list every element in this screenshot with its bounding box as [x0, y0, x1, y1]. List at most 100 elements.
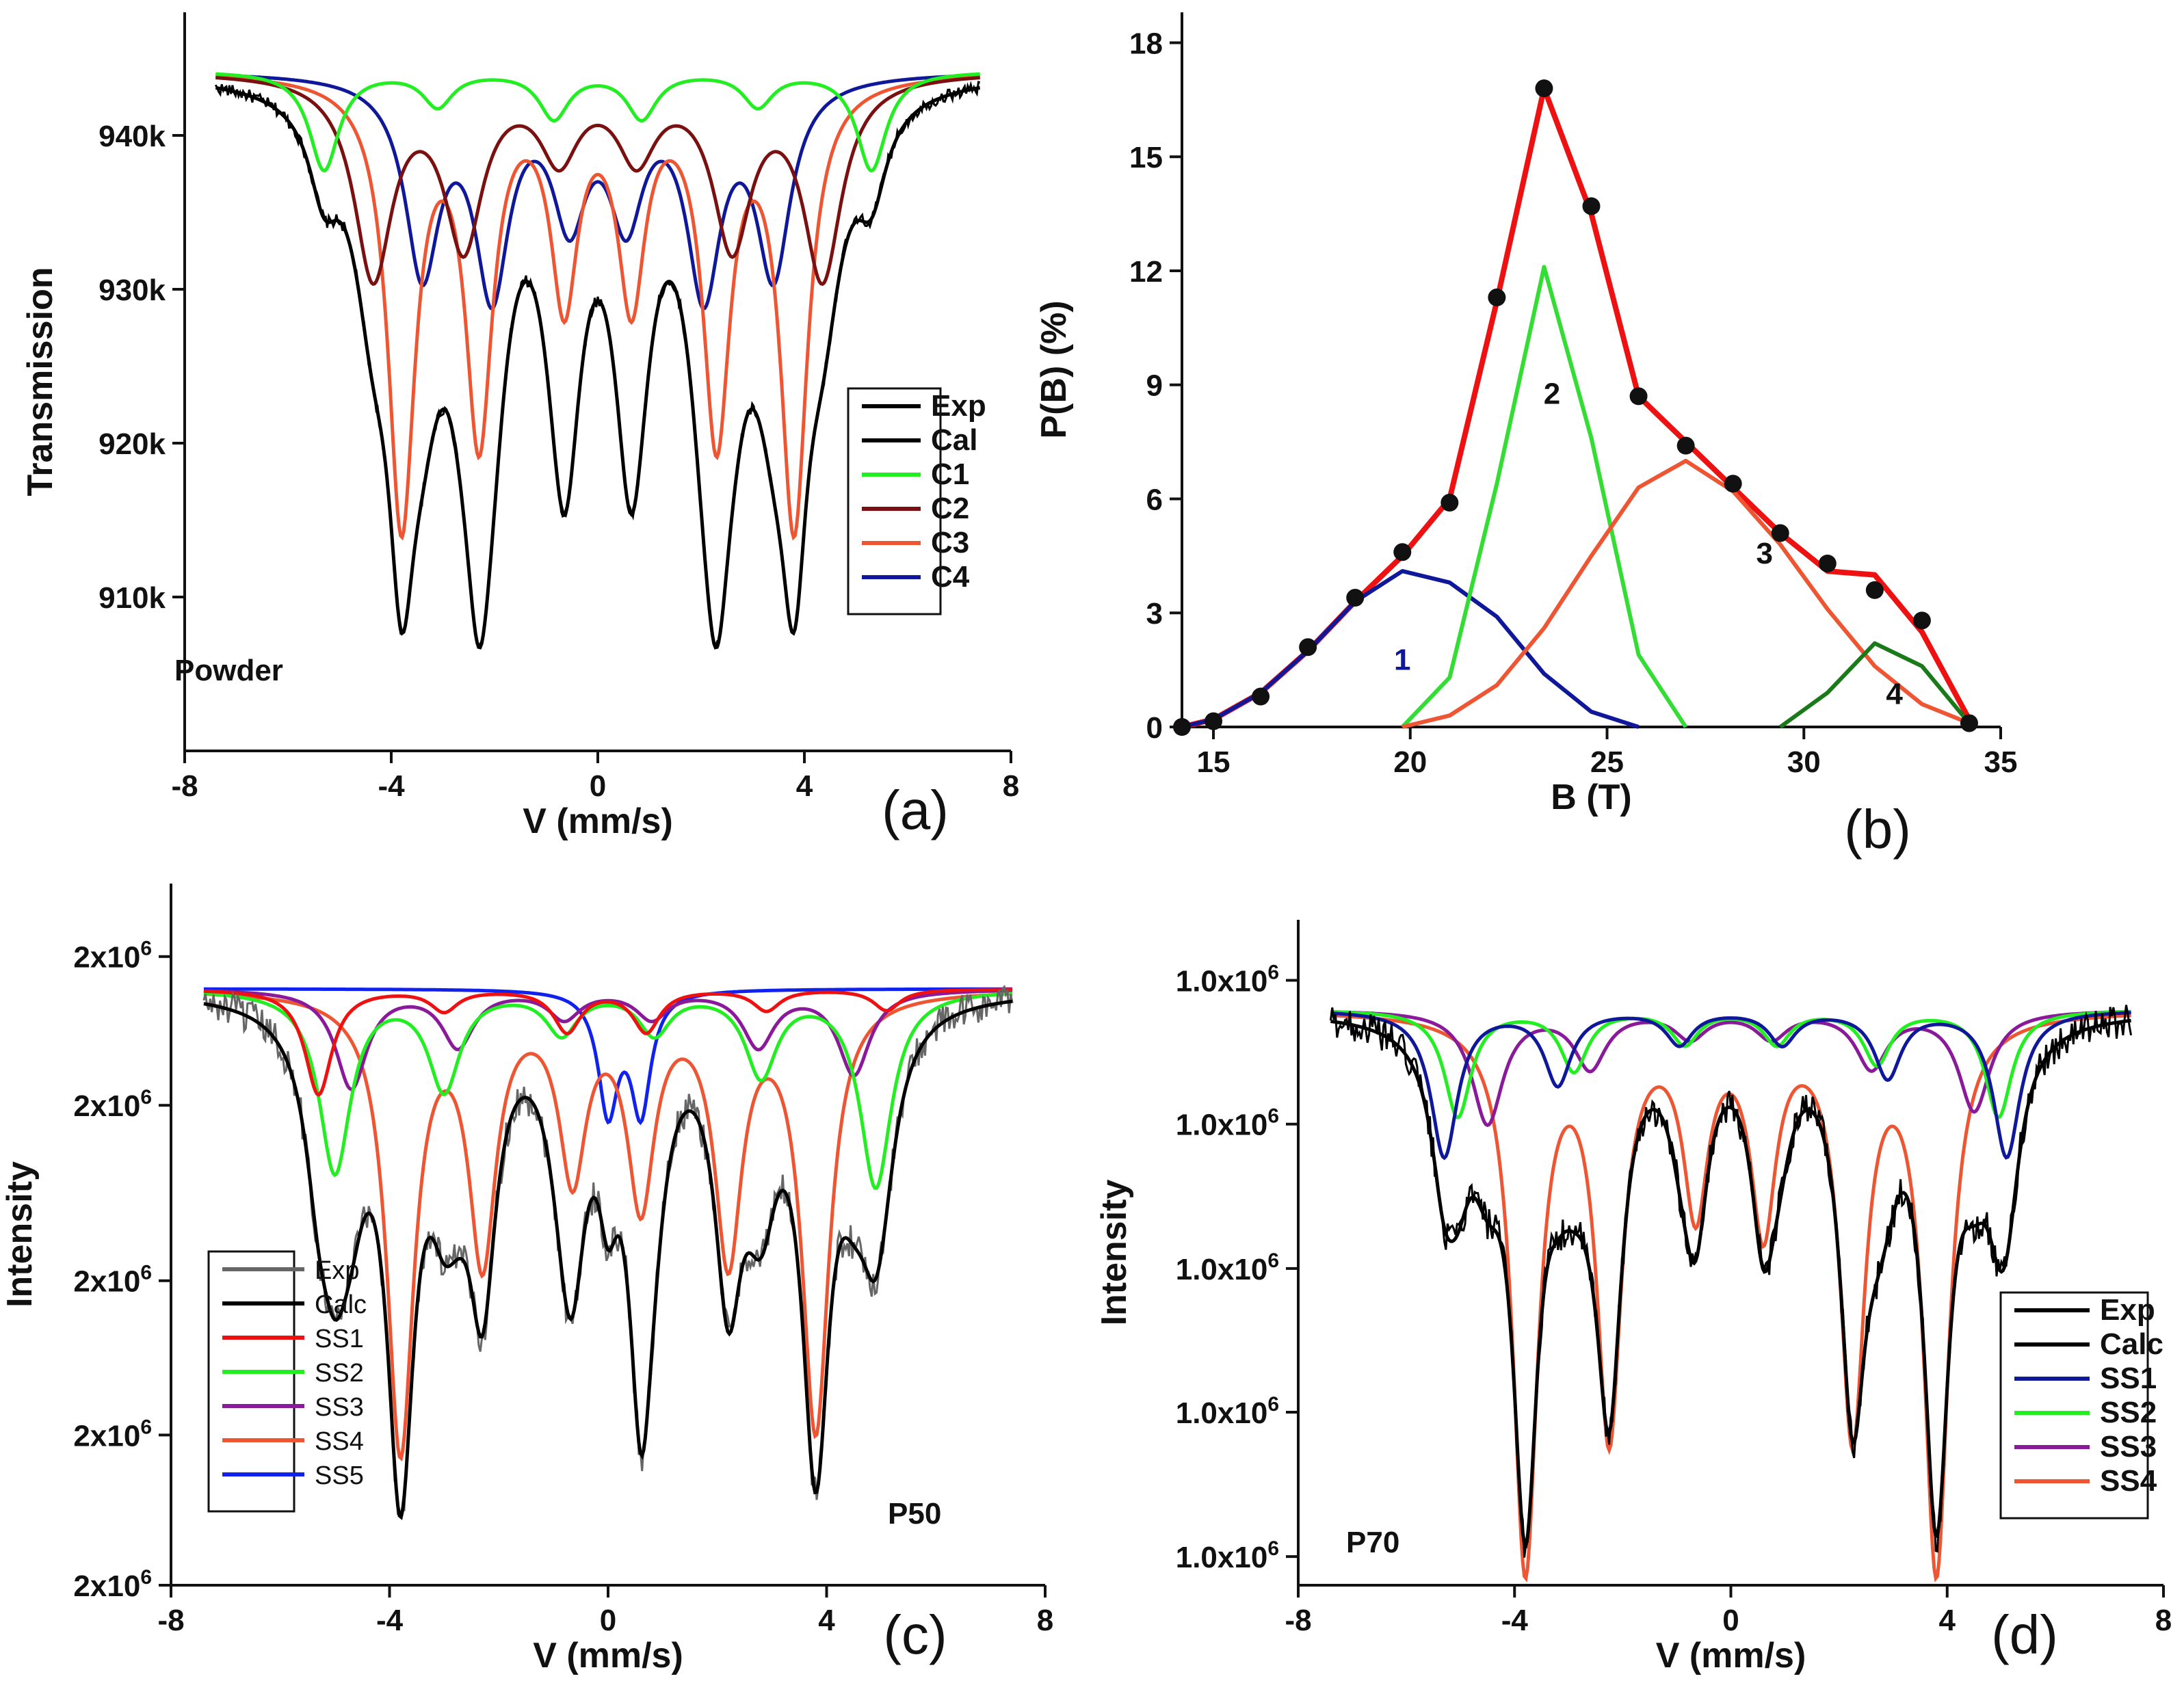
- series-line-c2: [215, 76, 980, 287]
- y-axis-label: Intensity: [1094, 1180, 1134, 1326]
- x-tick-label: 4: [1939, 1604, 1956, 1637]
- series-line-1: [1181, 569, 1640, 729]
- legend-label: Exp: [931, 389, 986, 423]
- data-point: [1299, 638, 1317, 657]
- y-tick-label: 1.0x106: [1176, 1537, 1279, 1574]
- series-line-2: [1401, 265, 1688, 729]
- series-line-c4: [215, 73, 980, 311]
- sample-label: P50: [888, 1497, 941, 1531]
- data-point: [1346, 589, 1365, 607]
- x-tick-label: 20: [1393, 745, 1427, 779]
- y-tick-label: 2x106: [73, 1566, 152, 1603]
- sample-label: Powder: [174, 654, 283, 687]
- x-axis-label: B (T): [1551, 778, 1631, 817]
- data-point: [1440, 494, 1459, 512]
- y-axis-label: P(B) (%): [1034, 300, 1074, 438]
- data-point: [1912, 611, 1931, 630]
- data-point: [1173, 718, 1191, 736]
- legend-label: SS1: [315, 1325, 364, 1353]
- legend-label: Calc: [315, 1290, 367, 1319]
- legend: Exp Calc SS1 SS2 SS3 SS4 SS5: [207, 1250, 367, 1513]
- data-point: [1205, 712, 1223, 730]
- series-line-4: [1778, 641, 1971, 729]
- legend-label: C4: [931, 560, 970, 594]
- x-tick-label: 35: [1984, 745, 2018, 779]
- x-tick-label: 8: [1003, 769, 1019, 803]
- y-tick-label: 920k: [98, 427, 166, 461]
- series-line-ss5: [203, 987, 1013, 1126]
- legend-label: C3: [931, 526, 969, 559]
- data-point: [1818, 554, 1837, 572]
- legend-label: Exp: [2100, 1293, 2155, 1327]
- series-line-3: [1402, 458, 1971, 729]
- y-tick-label: 3: [1146, 597, 1163, 631]
- x-tick-label: -4: [376, 1604, 404, 1637]
- series-line-total: [1181, 85, 1972, 730]
- series-line-ss3: [1330, 1009, 2131, 1128]
- legend-label: SS1: [2100, 1362, 2157, 1395]
- y-tick-label: 2x106: [73, 1416, 152, 1453]
- y-tick-label: 930k: [98, 274, 166, 307]
- legend-label: SS4: [315, 1427, 364, 1456]
- data-point: [1535, 79, 1553, 98]
- x-tick-label: -4: [1501, 1604, 1529, 1637]
- legend-label: SS4: [2100, 1464, 2157, 1498]
- component-label: 1: [1394, 644, 1410, 677]
- panel-a: -8 -4 0 4 8 910k 920k 930k 940k V (mm/s) Transmiss…: [21, 12, 1019, 841]
- series-line-ss2: [203, 992, 1013, 1190]
- y-tick-label: 2x106: [73, 1262, 152, 1299]
- x-tick-label: 30: [1787, 745, 1821, 779]
- data-point: [1771, 524, 1789, 542]
- y-tick-label: 940k: [98, 120, 166, 153]
- legend-label: Exp: [315, 1256, 359, 1285]
- y-tick-label: 2x106: [73, 1086, 152, 1123]
- x-tick-label: 0: [1722, 1604, 1739, 1637]
- y-tick-label: 1.0x106: [1176, 1393, 1279, 1430]
- x-tick-label: 25: [1590, 745, 1624, 779]
- x-tick-label: 4: [796, 769, 813, 803]
- x-tick-label: -8: [171, 769, 198, 803]
- series-line-ss1: [1330, 1011, 2131, 1161]
- y-axis-label: Intensity: [0, 1161, 40, 1308]
- data-point: [1960, 714, 1978, 732]
- legend-label: SS3: [315, 1393, 364, 1422]
- panel-caption: (c): [883, 1604, 947, 1665]
- x-axis-label: V (mm/s): [523, 801, 673, 841]
- component-label: 3: [1756, 537, 1772, 570]
- legend-label: Cal: [931, 423, 977, 457]
- x-axis-label: V (mm/s): [533, 1636, 683, 1675]
- panel-c: -8 -4 0 4 8 2x106 2x106 2x106 2x106 2x106 V (mm/s)…: [0, 884, 1053, 1675]
- data-point: [1252, 687, 1270, 706]
- data-point: [1582, 197, 1601, 215]
- y-tick-label: 1.0x106: [1176, 1249, 1279, 1286]
- data-point: [1676, 436, 1695, 455]
- data-point: [1724, 475, 1742, 493]
- x-tick-label: -8: [157, 1604, 184, 1637]
- panel-caption: (b): [1844, 799, 1911, 860]
- component-label: 4: [1886, 678, 1903, 711]
- series-line-c1: [215, 72, 980, 173]
- x-tick-label: 15: [1197, 745, 1231, 779]
- series-line-exp: [202, 984, 1014, 1515]
- legend-label: SS5: [315, 1461, 364, 1490]
- y-tick-label: 15: [1129, 141, 1163, 174]
- x-tick-label: -8: [1285, 1604, 1311, 1637]
- data-point: [1629, 387, 1648, 406]
- y-tick-label: 1.0x106: [1176, 1105, 1279, 1142]
- legend-label: SS3: [2100, 1430, 2157, 1463]
- series-line-c3: [215, 75, 980, 541]
- x-tick-label: 0: [590, 769, 606, 803]
- data-point: [1488, 288, 1506, 306]
- x-tick-label: 0: [600, 1604, 616, 1637]
- y-axis-label: Transmission: [21, 267, 60, 496]
- legend-label: SS2: [315, 1359, 364, 1388]
- y-tick-label: 2x106: [73, 938, 152, 975]
- series-line-calc: [1330, 1018, 2131, 1549]
- y-tick-label: 1.0x106: [1176, 962, 1279, 998]
- y-tick-label: 9: [1146, 369, 1163, 403]
- y-tick-label: 6: [1146, 483, 1163, 516]
- legend-box: [847, 387, 942, 615]
- series-line-calc: [215, 85, 981, 650]
